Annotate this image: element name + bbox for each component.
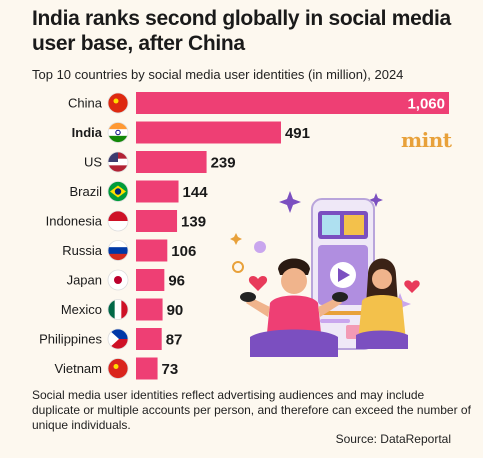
bar — [136, 328, 162, 350]
category-label: US — [84, 155, 102, 170]
value-label: 73 — [162, 361, 179, 378]
category-label: China — [68, 96, 103, 111]
flag-icon — [107, 328, 129, 350]
value-label: 239 — [211, 155, 236, 172]
bar — [136, 180, 179, 203]
value-label: 96 — [168, 273, 185, 290]
heart-icon — [248, 276, 268, 291]
footnote: Social media user identities reflect adv… — [32, 388, 471, 432]
chart-title: India ranks second globally in social me… — [32, 7, 451, 55]
flag-icon — [107, 210, 129, 232]
man-figure-icon — [240, 258, 348, 357]
bar — [136, 210, 178, 232]
value-label: 144 — [183, 184, 209, 201]
value-label: 491 — [285, 125, 310, 142]
bar — [136, 92, 449, 114]
flag-icon — [107, 299, 129, 320]
bar — [136, 239, 168, 262]
heart-icon — [404, 280, 420, 293]
bar-chart: China 1,060 India 491 US 239 Brazil 144 Indonesi… — [39, 92, 449, 380]
value-label: 139 — [181, 214, 206, 231]
chart-subtitle: Top 10 countries by social media user id… — [32, 67, 404, 82]
flag-icon — [107, 92, 129, 114]
value-label: 90 — [167, 302, 184, 319]
bar — [136, 121, 281, 144]
flag-icon — [107, 122, 129, 143]
flag-icon — [107, 358, 129, 379]
flag-icon — [107, 269, 129, 291]
category-label: Indonesia — [46, 214, 103, 229]
social-media-illustration — [230, 191, 420, 357]
category-label: Vietnam — [55, 361, 102, 376]
category-label: Russia — [62, 243, 103, 258]
value-label: 87 — [166, 332, 183, 349]
ring-icon — [232, 261, 244, 273]
category-label: Philippines — [39, 332, 102, 347]
flag-icon — [107, 151, 129, 173]
category-label: Mexico — [61, 302, 102, 317]
value-label: 1,060 — [407, 96, 445, 113]
bar — [136, 298, 163, 321]
bubble-icon — [254, 241, 266, 253]
source-credit: Source: DataReportal — [335, 432, 451, 446]
bar — [136, 357, 158, 380]
bar — [136, 151, 207, 173]
category-label: India — [72, 125, 103, 140]
category-label: Brazil — [69, 184, 102, 199]
flag-icon — [107, 181, 129, 202]
bar — [136, 269, 165, 291]
flag-icon — [107, 240, 129, 261]
category-label: Japan — [67, 273, 102, 288]
value-label: 106 — [171, 243, 196, 260]
woman-figure-icon — [356, 258, 408, 349]
brand-logo: mint — [401, 128, 452, 152]
